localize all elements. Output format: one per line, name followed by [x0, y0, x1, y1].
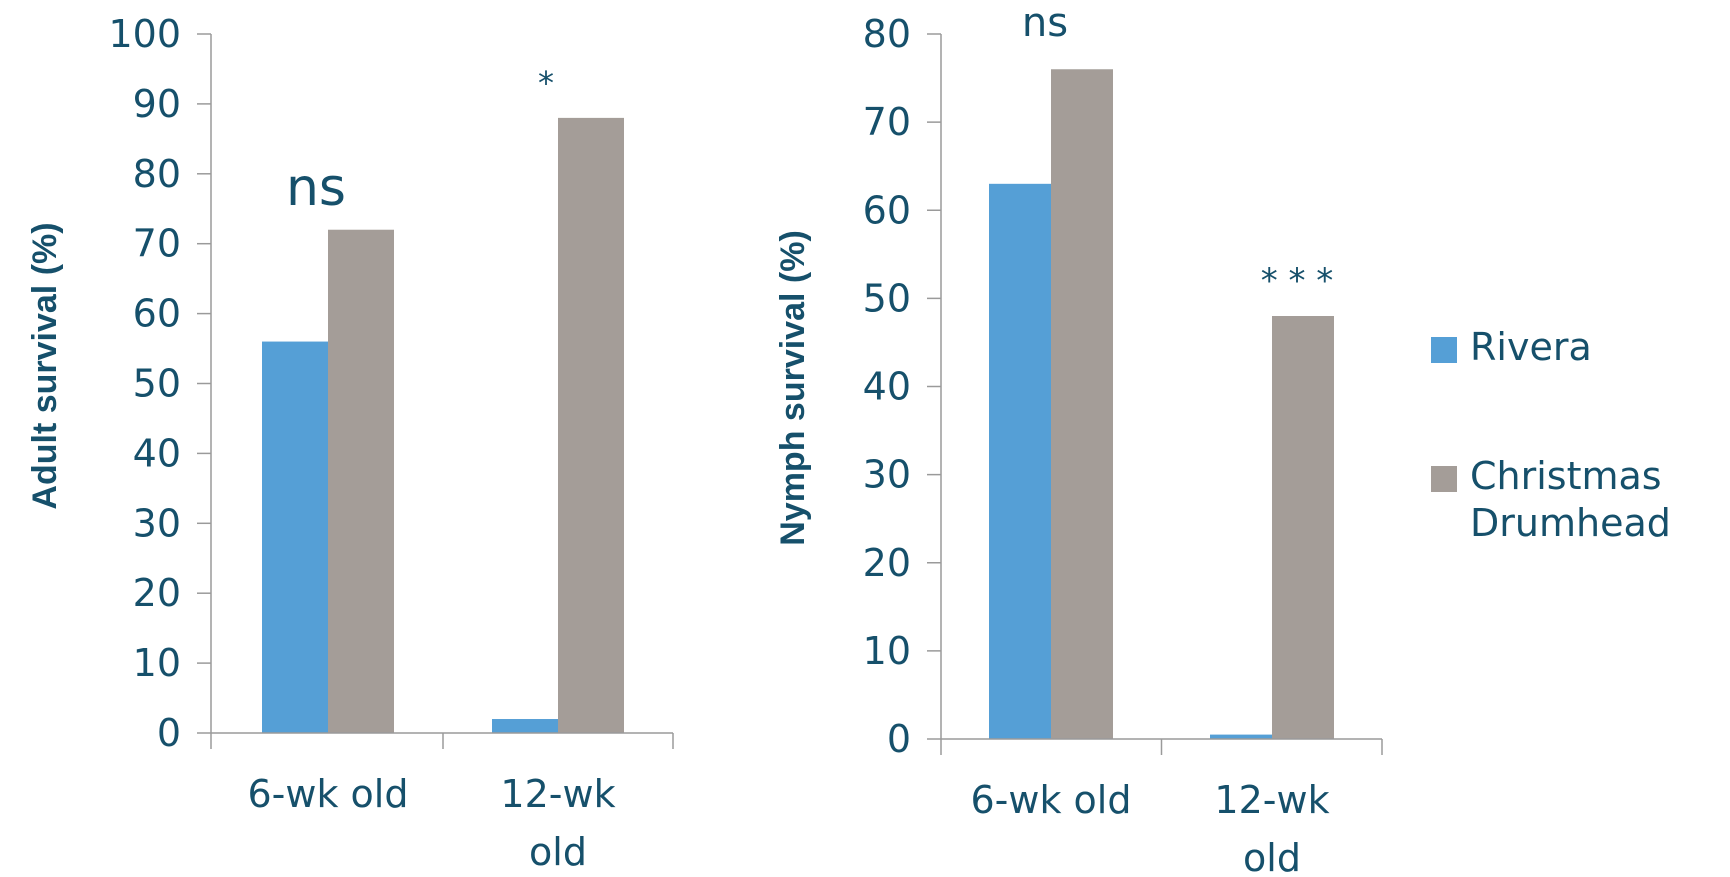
nymph-significance-annotation-1: ns: [1022, 0, 1068, 46]
nymph-survival-chart: Nymph survival (%) 0 10 20 30 40 50 60 70 80 6-wk…: [774, 0, 1383, 877]
adult-y-tick-label: 100: [108, 12, 181, 56]
adult-y-axis-title: Adult survival (%): [26, 222, 64, 509]
adult-x-category-label-2: 12-wk old: [500, 772, 615, 874]
legend-swatch-christmas-drumhead: [1431, 466, 1457, 492]
adult-bar-christmas-drumhead-2: [558, 117, 624, 733]
adult-significance-annotation-2: *: [538, 64, 554, 102]
nymph-x-category-label-1: 6-wk old: [971, 778, 1132, 822]
legend-label-christmas-drumhead: Christmas Drumhead: [1470, 454, 1671, 545]
nymph-y-tick-label: 30: [863, 453, 911, 497]
legend-label-rivera: Rivera: [1470, 325, 1592, 369]
adult-y-tick-label: 40: [133, 431, 181, 475]
nymph-x-category-label-2: 12-wk old: [1214, 778, 1329, 877]
nymph-y-tick-label: 60: [863, 188, 911, 232]
adult-y-tick-label: 10: [133, 641, 181, 685]
nymph-y-tick-label: 70: [863, 100, 911, 144]
nymph-y-tick-label: 50: [863, 276, 911, 320]
adult-y-tick-label: 20: [133, 571, 181, 615]
nymph-y-axis-title: Nymph survival (%): [774, 230, 812, 546]
nymph-bar-christmas-drumhead-2: [1272, 316, 1334, 739]
nymph-y-tick-label: 40: [863, 365, 911, 409]
adult-y-tick-label: 70: [133, 222, 181, 266]
adult-bar-christmas-drumhead-1: [328, 229, 394, 733]
nymph-bar-christmas-drumhead-1: [1051, 69, 1113, 739]
nymph-y-tick-label: 80: [863, 12, 911, 56]
adult-bar-rivera-2: [492, 719, 558, 733]
nymph-significance-annotation-2: * * *: [1261, 261, 1334, 301]
legend-swatch-rivera: [1431, 337, 1457, 363]
adult-y-tick-label: 60: [133, 292, 181, 336]
nymph-bar-rivera-2: [1210, 734, 1272, 739]
nymph-bar-rivera-1: [989, 183, 1051, 739]
adult-x-category-label-1: 6-wk old: [248, 772, 409, 816]
nymph-y-tick-label: 10: [863, 629, 911, 673]
adult-significance-annotation-1: ns: [286, 158, 346, 218]
adult-y-tick-label: 80: [133, 152, 181, 196]
adult-y-tick-label: 50: [133, 362, 181, 406]
adult-y-tick-label: 0: [157, 711, 181, 755]
adult-y-tick-label: 90: [133, 82, 181, 126]
nymph-y-tick-label: 0: [887, 717, 911, 761]
legend: Rivera Christmas Drumhead: [1431, 325, 1671, 545]
adult-y-tick-label: 30: [133, 501, 181, 545]
adult-survival-chart: Adult survival (%) 0 10 20 30 40 50 60 70 80 90 10…: [26, 12, 674, 874]
adult-bar-rivera-1: [262, 341, 328, 733]
nymph-y-tick-label: 20: [863, 541, 911, 585]
